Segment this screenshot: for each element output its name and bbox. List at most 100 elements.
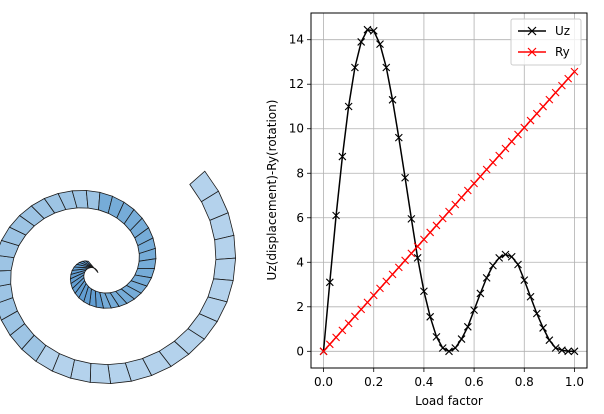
series-uz-point <box>514 260 522 269</box>
series-ry-point <box>551 88 560 97</box>
series-ry-point <box>319 347 328 356</box>
strip-element <box>84 260 99 274</box>
series-ry-point <box>388 270 397 279</box>
series-uz-point <box>420 287 428 296</box>
series-uz-point <box>539 324 547 332</box>
series-uz-point <box>369 26 378 35</box>
series-ry-point <box>363 298 372 307</box>
series-uz-point <box>495 253 504 262</box>
series-uz-point <box>332 211 340 220</box>
series-ry-point <box>407 249 416 258</box>
y-tick-label: 4 <box>296 255 304 269</box>
x-tick-label: 0.2 <box>364 375 383 389</box>
series-ry-point <box>526 116 535 125</box>
series-ry-point <box>325 340 334 349</box>
series-ry-point <box>489 158 497 167</box>
series-uz-point <box>363 25 372 34</box>
y-axis-label: Uz(displacement)-Ry(rotation) <box>265 100 279 281</box>
legend-ry-marker <box>527 47 537 57</box>
series-ry-point <box>369 291 378 300</box>
legend: Uz Ry <box>510 18 582 66</box>
plot-frame <box>310 12 588 369</box>
series-ry-point <box>445 207 453 216</box>
series-uz-point <box>564 347 573 356</box>
x-tick-label: 0.6 <box>465 375 484 389</box>
series-uz-point <box>394 133 403 142</box>
x-tick-label: 0.8 <box>515 375 534 389</box>
x-tick-label: 0.0 <box>314 375 333 389</box>
series-ry-point <box>401 256 409 265</box>
series-uz-point <box>451 344 460 352</box>
series-ry-point <box>420 235 428 244</box>
series-ry-point <box>351 312 359 321</box>
series-uz-point <box>558 346 566 355</box>
strip-element <box>85 190 101 211</box>
y-tick-label: 8 <box>296 166 304 180</box>
series-uz-point <box>520 276 529 284</box>
series-uz-point <box>344 102 353 111</box>
series-uz-point <box>438 344 447 352</box>
series-ry-point <box>426 228 435 237</box>
series-uz-point <box>545 336 554 345</box>
series-uz-point <box>470 306 478 315</box>
series-uz-point <box>489 261 497 270</box>
series-ry-point <box>564 74 573 83</box>
series-ry-point <box>482 165 491 174</box>
series-uz-point <box>351 63 359 72</box>
series-uz-point <box>413 253 422 262</box>
y-axis-ticks: 0 2 4 6 8 10 12 14 <box>289 33 311 358</box>
series-uz-point <box>482 273 491 282</box>
series-uz-point <box>507 252 516 261</box>
series-uz-point <box>445 347 453 356</box>
series-uz-point <box>382 63 391 72</box>
series-ry-point <box>520 123 529 132</box>
series-ry-point <box>514 130 522 139</box>
series-layer <box>319 25 579 356</box>
x-axis-label: Load factor <box>415 394 483 408</box>
legend-box <box>510 18 582 66</box>
series-ry-point <box>451 200 460 209</box>
series-ry-point <box>438 214 447 223</box>
series-uz-point <box>388 95 397 104</box>
series-uz-point <box>432 332 441 341</box>
series-ry-point <box>532 109 541 118</box>
series-uz-point <box>426 312 435 321</box>
series-ry-point <box>394 263 403 272</box>
plot-area <box>311 13 587 368</box>
x-tick-label: 1.0 <box>565 375 584 389</box>
series-uz-point <box>338 152 347 161</box>
series-ry-point <box>501 144 510 153</box>
series-uz-point <box>325 278 334 287</box>
line-plot: 0.0 0.2 0.4 0.6 0.8 1.0 0 2 4 6 8 10 12 14 Load fact… <box>265 12 588 408</box>
series-uz-point <box>476 289 485 298</box>
series-uz-point <box>401 173 409 182</box>
y-tick-label: 12 <box>289 77 304 91</box>
series-ry-point <box>470 179 478 188</box>
x-tick-label: 0.4 <box>414 375 433 389</box>
legend-ry-label: Ry <box>555 45 570 59</box>
series-ry-point <box>338 326 347 335</box>
series-ry-point <box>332 333 340 342</box>
series-uz-point <box>526 292 535 301</box>
series-ry-point <box>507 137 516 146</box>
series-ry-point <box>463 186 472 195</box>
series-uz-point <box>501 250 510 259</box>
y-tick-label: 6 <box>296 211 304 225</box>
series-ry-point <box>539 102 547 111</box>
legend-uz-marker <box>527 26 537 36</box>
strip-element <box>214 234 237 260</box>
series-ry-point <box>357 305 366 314</box>
series-uz-point <box>570 347 579 356</box>
series-ry-point <box>457 193 466 202</box>
series-ry-point <box>382 277 391 286</box>
series-uz-point <box>532 309 541 318</box>
strip-element <box>89 362 112 384</box>
x-axis-ticks: 0.0 0.2 0.4 0.6 0.8 1.0 <box>314 368 584 389</box>
y-tick-label: 2 <box>296 300 304 314</box>
strip-element <box>213 257 237 281</box>
series-ry-point <box>558 81 566 90</box>
y-tick-label: 10 <box>289 122 304 136</box>
series-ry-point <box>376 284 384 293</box>
series-ry-point <box>344 319 353 328</box>
series-ry-point <box>476 172 485 181</box>
